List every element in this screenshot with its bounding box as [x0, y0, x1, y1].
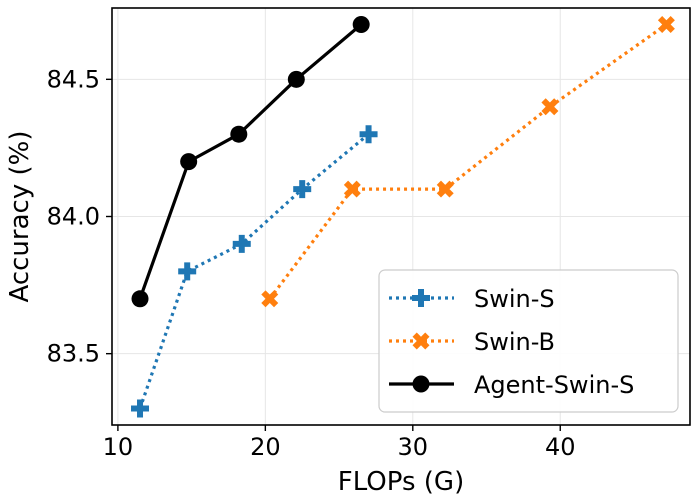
- y-tick-label: 84.0: [47, 203, 100, 231]
- x-tick-label: 40: [545, 433, 576, 461]
- x-axis-title: FLOPs (G): [338, 467, 464, 497]
- legend-marker-agent-swin-s: [412, 375, 430, 393]
- data-point-swin-s: [178, 262, 197, 281]
- data-point-swin-s: [359, 125, 378, 144]
- data-point-swin-b: [436, 180, 454, 198]
- data-point-swin-s: [293, 180, 312, 199]
- data-point-swin-b: [261, 290, 279, 308]
- series-agent-swin-s: [131, 15, 370, 308]
- legend: Swin-S Swin-B Agent-Swin-S: [378, 269, 679, 413]
- data-point-swin-s: [131, 399, 150, 418]
- y-tick-label: 84.5: [47, 65, 100, 93]
- legend-marker-swin-s: [412, 289, 430, 307]
- series-swin-s: [131, 125, 378, 418]
- x-tick-label: 20: [250, 433, 281, 461]
- data-point-swin-b: [541, 98, 559, 116]
- series-line-agent-swin-s: [138, 23, 363, 300]
- data-point-agent-swin-s: [230, 125, 248, 143]
- legend-label-agent-swin-s: Agent-Swin-S: [474, 371, 634, 399]
- x-tick-label: 30: [398, 433, 429, 461]
- data-point-agent-swin-s: [352, 15, 370, 33]
- data-point-agent-swin-s: [287, 70, 305, 88]
- data-point-swin-s: [232, 234, 251, 253]
- y-axis-title: Accuracy (%): [5, 131, 35, 303]
- series-line-swin-b: [268, 23, 668, 300]
- axis-ticks: 10 20 30 40 83.5 84.0 84.5: [47, 65, 576, 461]
- y-tick-label: 83.5: [47, 340, 100, 368]
- series-swin-b: [261, 15, 675, 308]
- series-layer: [131, 15, 675, 418]
- legend-box: [378, 269, 679, 413]
- x-tick-label: 10: [103, 433, 134, 461]
- legend-label-swin-s: Swin-S: [474, 285, 555, 313]
- data-point-swin-b: [343, 180, 361, 198]
- data-point-agent-swin-s: [180, 153, 198, 171]
- data-point-agent-swin-s: [131, 290, 149, 308]
- series-line-swin-s: [138, 132, 370, 410]
- legend-label-swin-b: Swin-B: [474, 328, 555, 356]
- data-point-swin-b: [657, 15, 675, 33]
- legend-marker-swin-b: [412, 332, 430, 350]
